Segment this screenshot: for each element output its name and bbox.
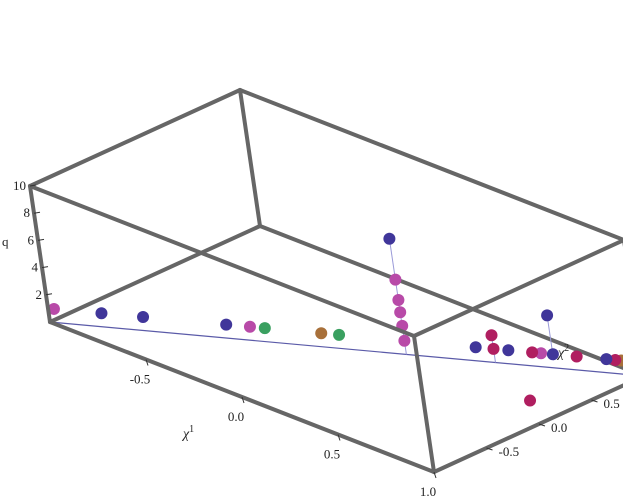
box-edge-back <box>28 88 242 188</box>
z-tick-mark <box>41 266 49 269</box>
z-tick-label: 6 <box>28 232 35 247</box>
data-point <box>389 273 402 286</box>
data-point <box>487 342 500 355</box>
data-point <box>541 309 554 322</box>
data-point <box>243 320 256 333</box>
data-point <box>570 350 583 363</box>
data-point <box>485 329 498 342</box>
box-edge-front <box>412 334 436 474</box>
data-point <box>392 294 405 306</box>
z-tick-mark <box>45 293 53 296</box>
data-point <box>137 311 150 324</box>
data-point <box>333 328 346 341</box>
box-edge-front <box>28 184 416 338</box>
data-point <box>394 306 407 319</box>
bounding-box-back <box>28 88 623 370</box>
tick-group: -0.50.00.51.0-0.50.00.51.0246810 <box>13 178 620 497</box>
data-point <box>524 394 537 407</box>
box-edge-front <box>28 184 52 324</box>
data-point <box>546 348 559 361</box>
data-point <box>535 347 548 360</box>
y-tick-label: -0.5 <box>499 444 520 459</box>
x-tick-label: -0.5 <box>130 372 151 387</box>
z-tick-label: 10 <box>13 178 26 193</box>
box-edge-front <box>412 238 623 338</box>
x-tick-label: 1.0 <box>420 484 436 497</box>
z-axis-label: q <box>2 234 9 249</box>
y-tick-label: 0.0 <box>551 420 567 435</box>
data-point <box>609 353 622 366</box>
data-point <box>600 353 613 366</box>
data-point <box>526 346 539 359</box>
y-axis-label: χ2 <box>556 343 569 361</box>
diagonal-line-group <box>49 321 623 375</box>
data-point <box>47 302 60 315</box>
box-edge-back <box>258 224 623 370</box>
x-tick-mark <box>241 396 245 404</box>
data-point <box>220 318 233 331</box>
x-tick-mark <box>337 434 341 441</box>
data-points-group <box>47 232 623 407</box>
z-tick-label: 8 <box>24 205 31 220</box>
bounding-box-front <box>28 184 623 474</box>
y-tick-label: 0.5 <box>604 396 620 411</box>
y-tick-mark <box>591 399 598 403</box>
box-edge-back <box>238 88 262 228</box>
z-tick-mark <box>37 238 45 241</box>
y-tick-mark <box>538 423 546 427</box>
data-point <box>398 334 411 347</box>
z-tick-mark <box>29 184 37 187</box>
z-tick-label: 4 <box>32 260 39 275</box>
data-point <box>315 327 328 340</box>
data-point <box>95 307 108 320</box>
data-point <box>502 344 515 357</box>
y-tick-mark <box>486 447 493 451</box>
x-tick-label: 0.5 <box>324 447 340 462</box>
x-axis-label: χ1 <box>181 424 194 442</box>
x-tick-label: 0.0 <box>228 409 244 424</box>
z-tick-label: 2 <box>36 287 43 302</box>
data-point <box>258 322 271 335</box>
x-tick-mark <box>145 359 149 366</box>
data-point <box>383 232 396 245</box>
box-edge-back <box>48 224 262 324</box>
box-edge-back <box>238 88 623 242</box>
box-edge-front <box>432 383 623 474</box>
z-tick-mark <box>33 211 41 214</box>
diagonal-line <box>49 321 623 375</box>
data-point <box>469 341 482 354</box>
x-tick-mark <box>433 471 437 479</box>
